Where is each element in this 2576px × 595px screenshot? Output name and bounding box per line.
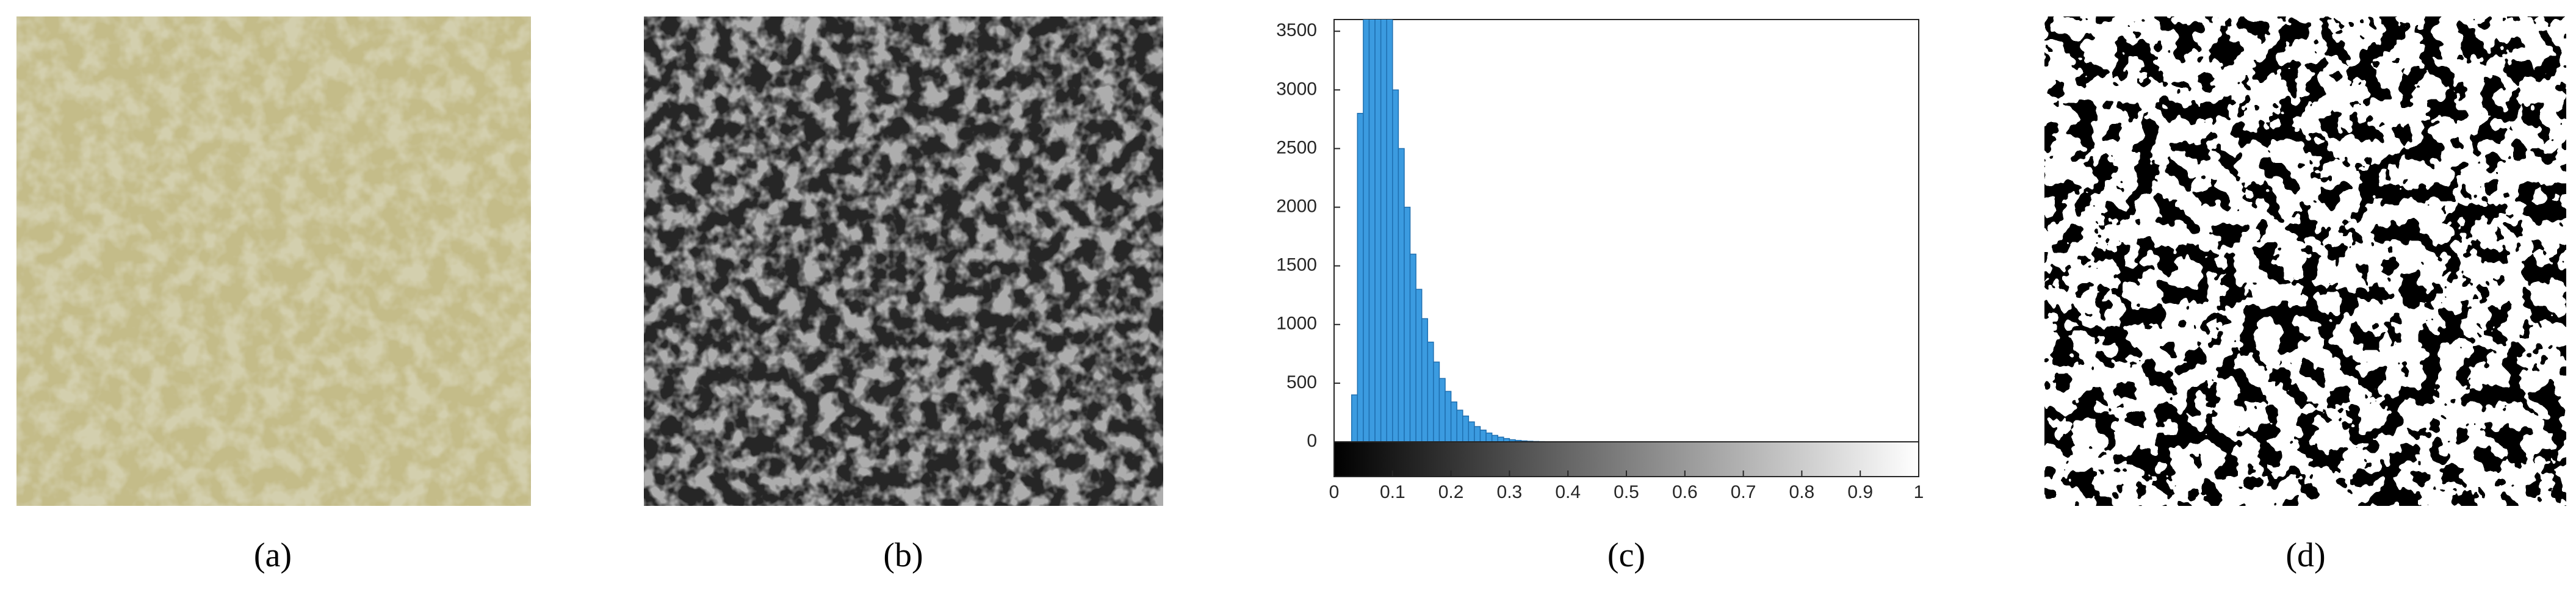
panel-label: (a) xyxy=(254,536,292,574)
bar xyxy=(1409,253,1416,442)
bar xyxy=(1427,341,1434,442)
bar xyxy=(1491,435,1498,442)
bar xyxy=(1497,436,1504,442)
bar xyxy=(1398,148,1405,442)
y-tick-label: 0 xyxy=(1307,431,1317,451)
panel-b-image xyxy=(644,16,1163,506)
x-tick-label: 0.8 xyxy=(1789,482,1815,502)
x-tick-label: 0.4 xyxy=(1555,482,1581,502)
bar xyxy=(1363,20,1370,442)
bar xyxy=(1380,20,1387,442)
bar xyxy=(1386,20,1393,442)
bar xyxy=(1415,289,1423,442)
panel-label: (c) xyxy=(1607,536,1645,574)
bar xyxy=(1468,421,1475,442)
x-tick-label: 0.6 xyxy=(1672,482,1698,502)
bar xyxy=(1351,394,1358,442)
x-tick-label: 0.1 xyxy=(1380,482,1405,502)
bar xyxy=(1374,20,1382,442)
x-tick-label: 0.5 xyxy=(1614,482,1639,502)
bar xyxy=(1438,378,1446,442)
bar xyxy=(1479,430,1487,442)
panel-label: (b) xyxy=(883,536,923,574)
bar xyxy=(1392,89,1399,442)
y-tick-label: 500 xyxy=(1286,372,1317,392)
y-tick-label: 1500 xyxy=(1276,255,1317,275)
bar xyxy=(1445,391,1452,442)
x-tick-label: 0.2 xyxy=(1438,482,1464,502)
x-tick-label: 0.3 xyxy=(1497,482,1523,502)
x-tick-label: 0.7 xyxy=(1731,482,1756,502)
panel-d-image xyxy=(2044,16,2566,506)
x-tick-label: 1 xyxy=(1914,482,1924,502)
panel-a-image xyxy=(16,16,531,506)
y-tick-label: 1000 xyxy=(1276,314,1317,334)
bar xyxy=(1456,409,1463,442)
y-tick-label: 3000 xyxy=(1276,79,1317,99)
bar xyxy=(1357,113,1364,442)
bar xyxy=(1450,401,1457,442)
bar xyxy=(1368,20,1376,442)
bar xyxy=(1462,415,1470,442)
x-tick-label: 0.9 xyxy=(1847,482,1873,502)
bar xyxy=(1485,432,1493,442)
y-tick-label: 2000 xyxy=(1276,196,1317,216)
y-tick-label: 3500 xyxy=(1276,20,1317,40)
bar xyxy=(1433,361,1440,442)
bar xyxy=(1474,426,1481,442)
bar xyxy=(1404,206,1411,442)
bar xyxy=(1421,318,1429,442)
x-tick-label: 0 xyxy=(1329,482,1340,502)
panel-label: (d) xyxy=(2286,536,2325,574)
y-tick-label: 2500 xyxy=(1276,137,1317,157)
